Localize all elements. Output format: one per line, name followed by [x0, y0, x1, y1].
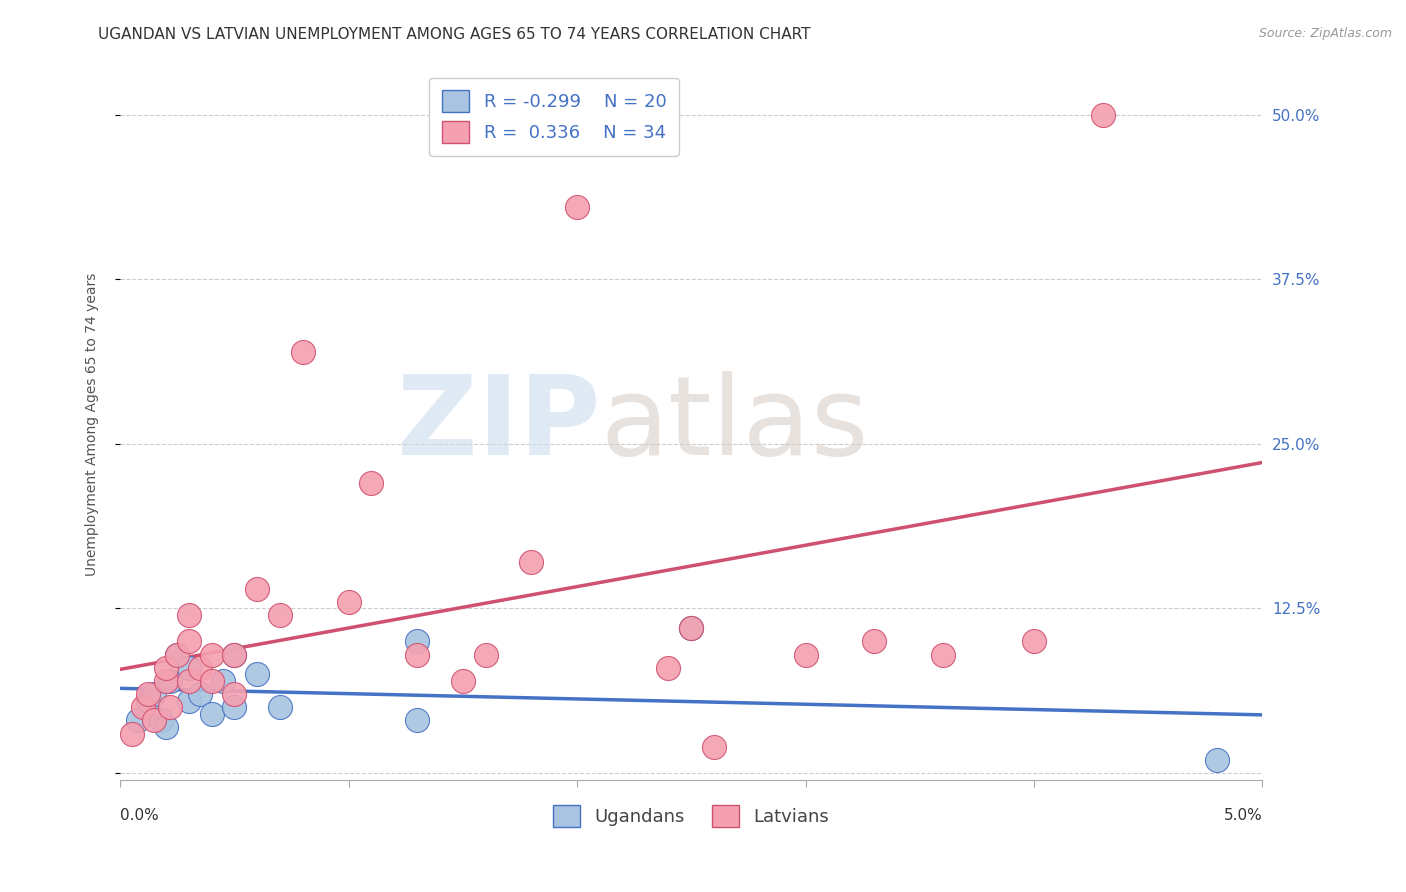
- Point: [177, 673, 200, 688]
- Point: [269, 607, 291, 622]
- Point: [794, 648, 817, 662]
- Point: [224, 687, 246, 701]
- Point: [246, 667, 269, 681]
- Point: [246, 582, 269, 596]
- Point: [155, 661, 177, 675]
- Text: ZIP: ZIP: [396, 370, 600, 477]
- Point: [337, 595, 360, 609]
- Point: [1022, 634, 1045, 648]
- Point: [136, 687, 159, 701]
- Point: [474, 648, 496, 662]
- Point: [200, 673, 222, 688]
- Legend: Ugandans, Latvians: Ugandans, Latvians: [546, 798, 837, 835]
- Point: [565, 200, 588, 214]
- Text: UGANDAN VS LATVIAN UNEMPLOYMENT AMONG AGES 65 TO 74 YEARS CORRELATION CHART: UGANDAN VS LATVIAN UNEMPLOYMENT AMONG AG…: [98, 27, 811, 42]
- Point: [121, 726, 143, 740]
- Point: [177, 693, 200, 707]
- Point: [406, 714, 429, 728]
- Point: [406, 634, 429, 648]
- Point: [224, 648, 246, 662]
- Point: [143, 714, 166, 728]
- Point: [224, 700, 246, 714]
- Point: [155, 673, 177, 688]
- Point: [1091, 107, 1114, 121]
- Point: [177, 607, 200, 622]
- Point: [291, 344, 314, 359]
- Point: [212, 673, 235, 688]
- Point: [177, 661, 200, 675]
- Point: [406, 648, 429, 662]
- Text: Source: ZipAtlas.com: Source: ZipAtlas.com: [1258, 27, 1392, 40]
- Point: [360, 476, 382, 491]
- Point: [681, 621, 703, 635]
- Point: [451, 673, 474, 688]
- Point: [143, 687, 166, 701]
- Point: [681, 621, 703, 635]
- Point: [136, 693, 159, 707]
- Point: [863, 634, 886, 648]
- Point: [520, 555, 543, 569]
- Point: [177, 634, 200, 648]
- Point: [703, 739, 725, 754]
- Point: [188, 687, 211, 701]
- Point: [188, 661, 211, 675]
- Point: [159, 700, 181, 714]
- Point: [127, 714, 149, 728]
- Point: [166, 648, 188, 662]
- Y-axis label: Unemployment Among Ages 65 to 74 years: Unemployment Among Ages 65 to 74 years: [86, 272, 100, 575]
- Point: [657, 661, 679, 675]
- Point: [200, 706, 222, 721]
- Point: [224, 648, 246, 662]
- Point: [132, 700, 155, 714]
- Point: [159, 673, 181, 688]
- Point: [150, 714, 173, 728]
- Point: [1205, 753, 1227, 767]
- Point: [931, 648, 953, 662]
- Text: 0.0%: 0.0%: [120, 808, 159, 823]
- Text: atlas: atlas: [600, 370, 869, 477]
- Point: [166, 648, 188, 662]
- Point: [269, 700, 291, 714]
- Point: [155, 720, 177, 734]
- Point: [200, 648, 222, 662]
- Text: 5.0%: 5.0%: [1223, 808, 1263, 823]
